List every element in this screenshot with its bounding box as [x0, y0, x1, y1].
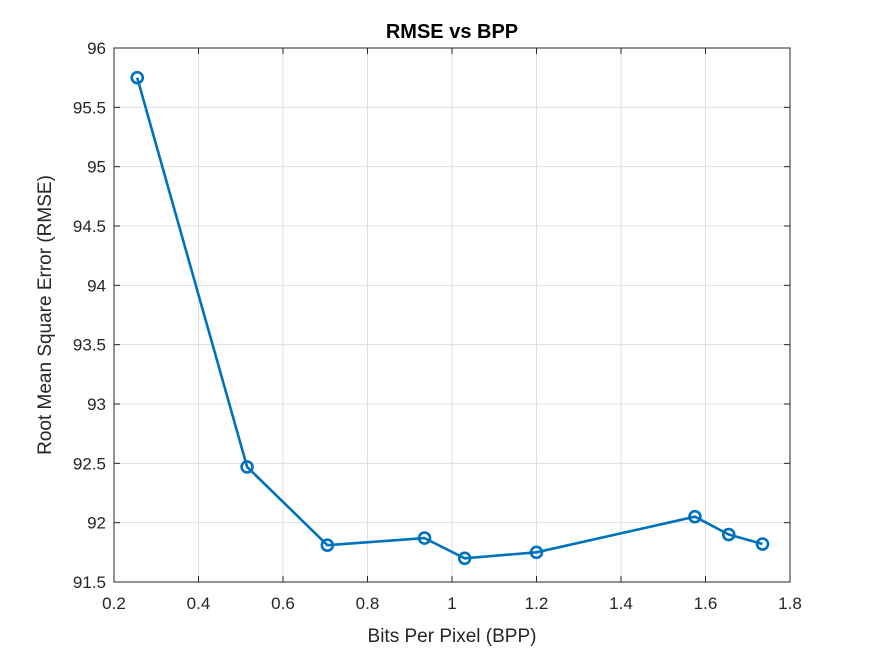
y-tick-label: 93 — [87, 395, 106, 414]
x-axis-label: Bits Per Pixel (BPP) — [368, 626, 537, 647]
data-point — [457, 551, 472, 566]
y-tick-label: 95.5 — [73, 98, 106, 117]
y-tick-label: 96 — [87, 39, 106, 58]
series-line — [135, 77, 763, 560]
data-point — [130, 70, 145, 85]
tick-marks — [113, 47, 791, 583]
data-point — [721, 527, 736, 542]
y-tick-label: 92 — [87, 514, 106, 533]
x-tick-label: 1.4 — [609, 594, 633, 613]
data-point — [417, 531, 432, 545]
data-point — [755, 537, 770, 551]
x-tick-label: 0.6 — [271, 594, 295, 613]
x-tick-label: 1.6 — [694, 594, 718, 613]
x-tick-label: 0.4 — [187, 594, 211, 613]
x-tick-label: 1 — [447, 594, 456, 613]
x-tick-label: 0.2 — [102, 594, 126, 613]
y-tick-label: 94 — [87, 276, 106, 295]
data-point — [529, 545, 544, 560]
y-tick-label: 95 — [87, 158, 106, 177]
data-point — [240, 460, 254, 474]
chart-title: RMSE vs BPP — [386, 21, 518, 43]
y-axis-label: Root Mean Square Error (RMSE) — [35, 175, 56, 455]
data-series — [130, 70, 770, 566]
x-tick-label: 0.8 — [356, 594, 380, 613]
y-tick-label: 92.5 — [73, 454, 106, 473]
data-point — [320, 538, 335, 553]
x-tick-labels: 0.2 0.4 0.6 0.8 1 1.2 1.4 1.6 1.8 — [102, 594, 802, 613]
data-point — [688, 509, 702, 524]
y-tick-label: 93.5 — [73, 336, 106, 355]
x-tick-label: 1.2 — [525, 594, 549, 613]
y-tick-label: 91.5 — [73, 573, 106, 592]
x-tick-label: 1.8 — [778, 594, 802, 613]
y-tick-label: 94.5 — [73, 217, 106, 236]
y-tick-labels: 91.5 92 92.5 93 93.5 94 94.5 95 95.5 96 — [73, 39, 106, 592]
